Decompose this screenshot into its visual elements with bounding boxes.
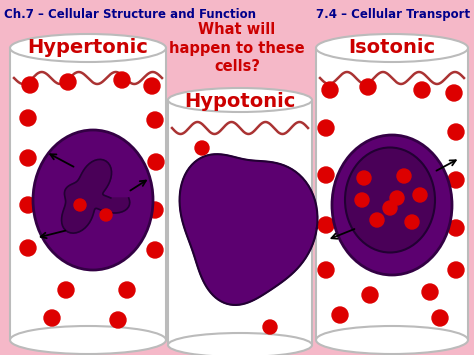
Circle shape [397,169,411,183]
Circle shape [370,213,384,227]
Circle shape [322,82,338,98]
Circle shape [432,310,448,326]
Circle shape [60,74,76,90]
Circle shape [448,124,464,140]
Text: 7.4 – Cellular Transport: 7.4 – Cellular Transport [316,8,470,21]
Circle shape [318,217,334,233]
Circle shape [147,202,163,218]
Circle shape [263,320,277,334]
Text: Hypertonic: Hypertonic [27,38,148,57]
Ellipse shape [168,88,312,112]
Ellipse shape [316,326,468,354]
Circle shape [114,72,130,88]
Ellipse shape [168,333,312,355]
Circle shape [144,78,160,94]
Circle shape [448,172,464,188]
FancyBboxPatch shape [168,100,312,345]
Circle shape [110,312,126,328]
Circle shape [448,220,464,236]
Ellipse shape [10,34,166,62]
Circle shape [422,284,438,300]
Circle shape [147,112,163,128]
Circle shape [119,282,135,298]
Circle shape [362,287,378,303]
Circle shape [74,199,86,211]
Text: What will
happen to these
cells?: What will happen to these cells? [169,22,305,74]
Circle shape [147,242,163,258]
Circle shape [44,310,60,326]
Circle shape [413,188,427,202]
Circle shape [405,215,419,229]
Circle shape [20,197,36,213]
Polygon shape [180,154,318,305]
Circle shape [383,201,397,215]
Circle shape [446,85,462,101]
Circle shape [22,77,38,93]
Circle shape [355,193,369,207]
Circle shape [318,120,334,136]
Circle shape [195,141,209,155]
Circle shape [448,262,464,278]
Circle shape [414,82,430,98]
Ellipse shape [316,34,468,62]
Ellipse shape [332,135,452,275]
Circle shape [20,110,36,126]
Circle shape [318,167,334,183]
Circle shape [318,262,334,278]
Text: Isotonic: Isotonic [348,38,436,57]
Circle shape [20,240,36,256]
Ellipse shape [10,326,166,354]
Circle shape [58,282,74,298]
Circle shape [360,79,376,95]
Circle shape [390,191,404,205]
Circle shape [100,209,112,221]
Circle shape [357,171,371,185]
Polygon shape [62,159,130,233]
FancyBboxPatch shape [316,48,468,340]
Ellipse shape [33,130,153,270]
Circle shape [20,150,36,166]
Text: Hypotonic: Hypotonic [184,92,296,111]
Text: Ch.7 – Cellular Structure and Function: Ch.7 – Cellular Structure and Function [4,8,256,21]
Ellipse shape [345,147,435,252]
Circle shape [332,307,348,323]
FancyBboxPatch shape [10,48,166,340]
Circle shape [148,154,164,170]
